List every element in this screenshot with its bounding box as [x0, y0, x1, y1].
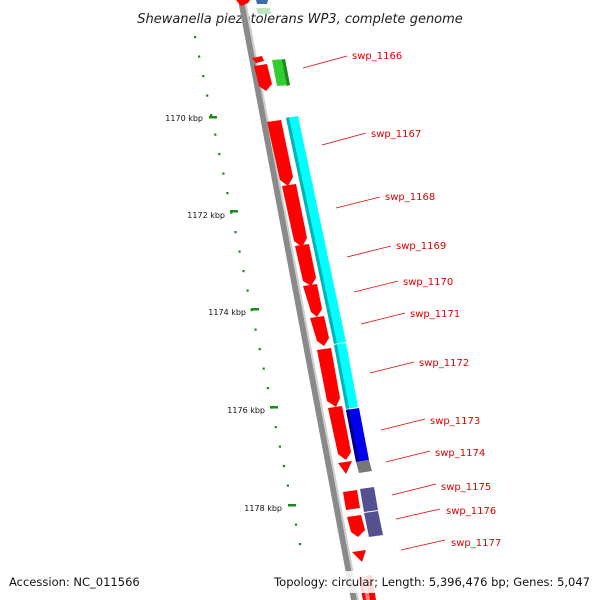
label-leader [391, 483, 437, 496]
label-leader [321, 132, 367, 146]
cds-swp-1166 [254, 64, 272, 91]
cds-swp-1173 [328, 406, 351, 460]
cds-swp-1176 [347, 515, 365, 537]
feature-cyan-1-edge [286, 117, 337, 344]
ruler-label-1172: 1172 kbp [187, 211, 225, 220]
ruler-minor-tick [198, 55, 201, 58]
label-leader [385, 450, 431, 463]
genome-backbone [238, 0, 359, 600]
accession-text: Accession: NC_011566 [9, 575, 140, 589]
ruler-minor-tick [282, 465, 285, 468]
ruler-minor-tick [226, 192, 229, 195]
ruler-minor-tick [234, 231, 237, 234]
label-leader [360, 312, 406, 325]
cds-swp-1177 [352, 550, 366, 562]
ruler-minor-tick [278, 445, 281, 448]
label-leader [380, 418, 426, 431]
gene-label-swp-1171: swp_1171 [410, 309, 460, 320]
feature-cyan-2-edge [334, 344, 349, 409]
label-leader [395, 508, 441, 520]
gene-label-swp-1177: swp_1177 [451, 538, 501, 549]
ruler-minor-tick [254, 328, 257, 331]
ruler-minor-tick [286, 484, 289, 487]
ruler-minor-tick [238, 250, 241, 253]
cds-small-top [252, 56, 264, 63]
ruler-label-1174: 1174 kbp [208, 308, 246, 317]
outer-track [256, 0, 383, 537]
feature-blue [346, 408, 369, 462]
cds-swp-1167 [267, 120, 293, 186]
ruler-major-tick [288, 504, 296, 507]
ruler-minor-tick [258, 348, 261, 351]
label-leader [400, 539, 446, 551]
ruler-major-tick [209, 116, 217, 119]
ruler-label-1178: 1178 kbp [244, 504, 282, 513]
map-title: Shewanella piezotolerans WP3, complete g… [137, 12, 463, 27]
cds-swp-1170 [303, 284, 322, 317]
inner-track [236, 0, 376, 600]
cds-swp-1171 [310, 316, 329, 346]
ruler-minor-tick [206, 94, 209, 97]
ruler-minor-tick [242, 270, 245, 273]
cds-swp-1175 [343, 490, 360, 510]
label-leader [369, 361, 415, 374]
gene-label-swp-1175: swp_1175 [441, 482, 491, 493]
ruler-minor-tick [262, 367, 265, 370]
label-leader [353, 280, 399, 293]
ruler-minor-tick [194, 36, 197, 39]
label-leader [346, 245, 392, 258]
label-leader [302, 55, 348, 69]
ruler-minor-tick [266, 387, 269, 390]
genome-summary-text: Topology: circular; Length: 5,396,476 bp… [273, 575, 590, 589]
cds-swp-1168 [282, 184, 307, 247]
ruler-ticks [194, 36, 302, 546]
ruler-minor-tick [218, 153, 221, 156]
gene-label-swp-1176: swp_1176 [446, 506, 496, 517]
gene-label-swp-1172: swp_1172 [419, 358, 469, 369]
ruler-major-tick [230, 210, 238, 213]
gene-label-swp-1167: swp_1167 [371, 129, 421, 140]
ruler-label-1170: 1170 kbp [165, 114, 203, 123]
gene-label-swp-1174: swp_1174 [435, 448, 485, 459]
ruler-minor-tick [298, 543, 302, 546]
gene-label-swp-1173: swp_1173 [430, 416, 480, 427]
feature-slate-1 [360, 487, 378, 512]
feature-slate-2 [364, 511, 383, 537]
cds-top-fragment [236, 0, 250, 6]
feature-top-fragment [256, 0, 268, 4]
gene-label-swp-1168: swp_1168 [385, 192, 435, 203]
feature-grey [356, 460, 372, 473]
ruler-labels: 1170 kbp 1172 kbp 1174 kbp 1176 kbp 1178… [165, 114, 296, 513]
ruler-minor-tick [230, 211, 233, 214]
ruler-minor-tick [214, 133, 217, 136]
gene-label-swp-1166: swp_1166 [352, 51, 402, 62]
ruler-minor-tick [210, 114, 213, 117]
feature-green-small [256, 8, 271, 14]
ruler-label-1176: 1176 kbp [227, 406, 265, 415]
ruler-major-tick [270, 406, 278, 409]
cds-swp-1169 [295, 244, 316, 286]
label-leader [335, 196, 381, 209]
feature-cyan-1 [286, 116, 346, 344]
ruler-minor-tick [246, 289, 249, 292]
ruler-minor-tick [202, 75, 205, 78]
feature-cyan-2 [334, 343, 358, 409]
ruler-minor-tick [294, 523, 298, 526]
cds-swp-1172 [317, 348, 340, 407]
footer-background [0, 571, 600, 593]
feature-blue-edge [346, 409, 359, 462]
ruler-minor-tick [222, 172, 225, 175]
ruler-major-tick [251, 308, 259, 311]
cds-swp-1174 [338, 461, 352, 474]
feature-green-shadow [282, 59, 290, 86]
gene-label-swp-1169: swp_1169 [396, 241, 446, 252]
gene-label-swp-1170: swp_1170 [403, 277, 453, 288]
gene-labels: swp_1166 swp_1167 swp_1168 swp_1169 swp_… [302, 51, 501, 551]
ruler-minor-tick [274, 426, 277, 429]
